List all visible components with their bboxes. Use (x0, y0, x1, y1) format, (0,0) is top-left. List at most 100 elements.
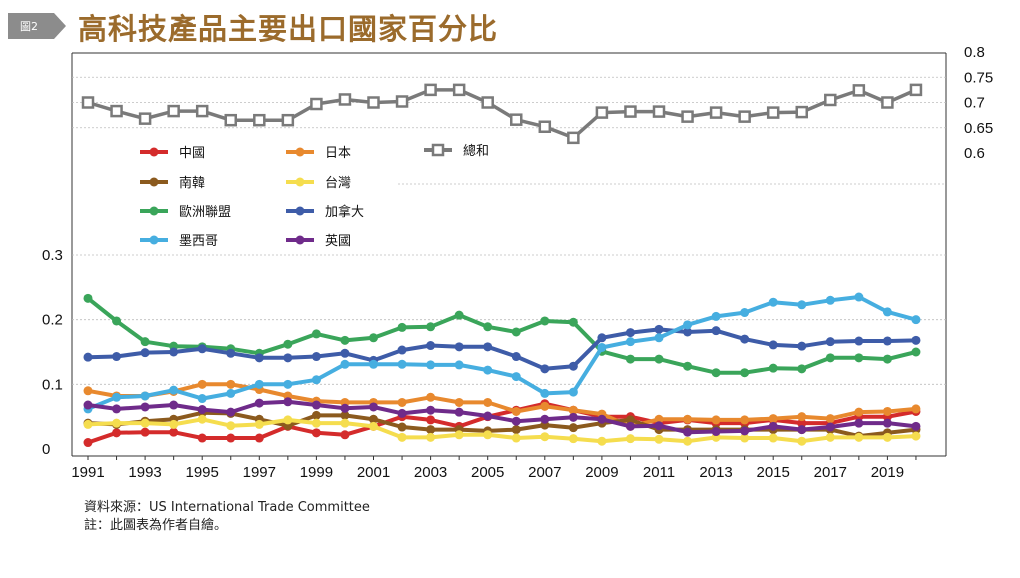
data-point (768, 421, 778, 431)
data-point (568, 387, 578, 397)
data-point (311, 352, 321, 362)
data-point (797, 412, 807, 422)
legend-entry-label: 加拿大 (325, 204, 364, 220)
data-point (768, 340, 778, 350)
data-point (567, 131, 580, 145)
legend-entry-label: 南韓 (179, 175, 205, 191)
data-point (369, 414, 378, 424)
legend-swatch-marker (149, 177, 159, 187)
data-point (625, 328, 635, 338)
data-point (481, 96, 494, 109)
right-axis-tick-label: 0.7 (964, 95, 985, 112)
data-point (654, 421, 664, 431)
data-point (283, 397, 293, 407)
data-point (711, 427, 721, 437)
data-point (854, 418, 864, 428)
data-point (511, 425, 521, 435)
data-point (226, 379, 236, 389)
data-point (226, 407, 236, 417)
data-point (882, 432, 892, 442)
data-point (112, 404, 122, 414)
x-axis-tick-label: 2005 (471, 464, 504, 481)
legend-entry-label: 日本 (325, 146, 351, 161)
series-line (87, 401, 917, 445)
data-point (511, 352, 521, 362)
data-point (511, 406, 521, 416)
data-point (140, 348, 150, 358)
data-point (854, 432, 864, 442)
data-point (112, 392, 122, 402)
data-point (169, 347, 179, 357)
legend-entry-label: 中國 (179, 146, 205, 161)
legend-swatch-marker (295, 147, 305, 157)
data-point (483, 342, 493, 352)
data-point (683, 427, 693, 437)
data-point (540, 401, 550, 411)
data-point (226, 421, 236, 431)
data-point (740, 426, 750, 436)
data-point (540, 432, 550, 442)
data-point (397, 322, 407, 332)
data-point (340, 348, 350, 358)
data-point (195, 104, 209, 118)
data-point (283, 353, 293, 363)
data-point (224, 113, 237, 127)
data-point (683, 327, 693, 337)
data-point (140, 402, 150, 412)
legend-entry-label: 墨西哥 (179, 234, 218, 249)
data-point (83, 293, 93, 303)
data-point (397, 408, 407, 418)
data-point (281, 113, 295, 127)
data-point (426, 415, 436, 425)
figure-tag-label: 圖2 (20, 20, 38, 33)
data-point (426, 432, 436, 442)
data-point (311, 410, 321, 420)
data-point (768, 433, 778, 443)
legend-swatch-marker (149, 235, 159, 245)
data-point (797, 300, 807, 310)
data-point (711, 368, 721, 378)
data-point (624, 105, 637, 118)
legend-swatch-marker (431, 143, 445, 157)
data-point (283, 379, 293, 389)
data-point (426, 425, 436, 435)
legend-entry-label: 台灣 (325, 176, 351, 191)
data-point (454, 407, 464, 417)
data-point (882, 418, 892, 428)
data-point (311, 329, 321, 339)
data-point (311, 428, 321, 438)
data-point (311, 418, 321, 428)
data-point (825, 432, 835, 442)
data-point (112, 428, 122, 438)
data-point (511, 433, 521, 443)
x-axis-tick-label: 1999 (300, 464, 333, 481)
data-point (768, 414, 778, 424)
data-point (825, 353, 835, 363)
legend-swatch-marker (295, 177, 305, 187)
data-point (909, 83, 923, 97)
data-point (825, 295, 835, 305)
data-point (709, 106, 723, 119)
data-point (683, 361, 693, 371)
data-point (83, 386, 93, 396)
data-point (854, 292, 864, 302)
data-point (454, 360, 464, 370)
data-point (454, 310, 464, 320)
data-point (254, 433, 264, 443)
data-point (654, 354, 664, 364)
data-point (882, 406, 892, 416)
data-point (511, 327, 521, 337)
legend-entry-label: 英國 (325, 234, 351, 249)
data-point (112, 418, 122, 428)
data-point (681, 110, 694, 123)
legend-entry-label: 總和 (463, 143, 489, 159)
data-point (369, 421, 378, 431)
data-point (797, 418, 807, 428)
data-point (683, 436, 693, 446)
data-point (454, 430, 464, 440)
data-point (911, 335, 921, 345)
data-point (424, 83, 437, 97)
x-axis-tick-label: 1991 (71, 464, 104, 481)
data-point (112, 316, 122, 326)
